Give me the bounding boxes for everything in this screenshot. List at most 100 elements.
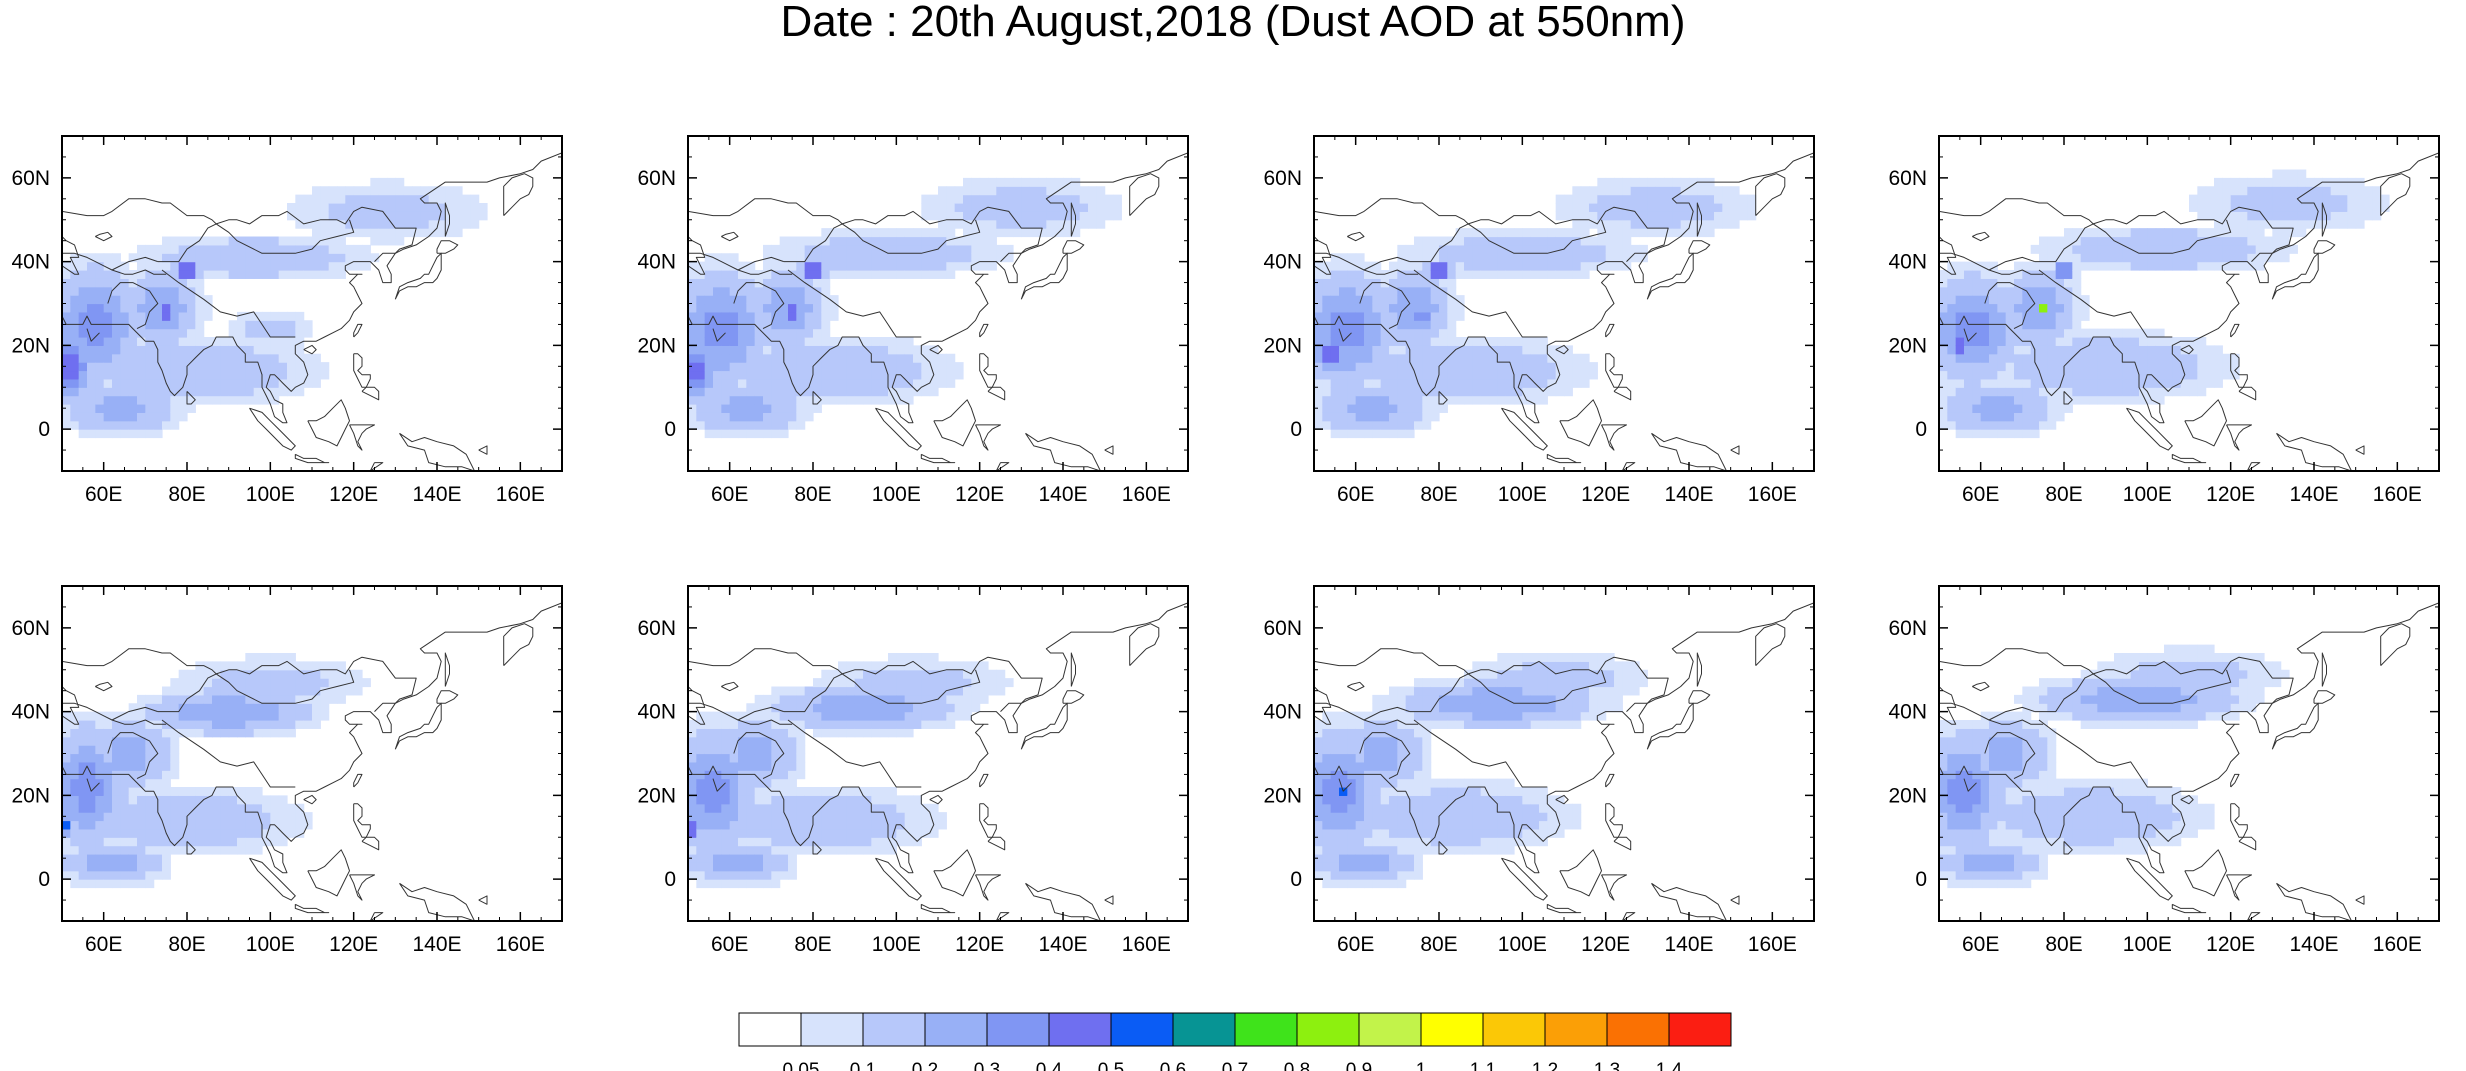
aod-cell xyxy=(829,795,839,805)
aod-cell xyxy=(1088,194,1097,204)
aod-cell xyxy=(2039,270,2048,279)
aod-cell xyxy=(1372,395,1382,405)
aod-cell xyxy=(1489,228,1498,238)
coastline xyxy=(2038,269,2173,338)
aod-cell xyxy=(1664,211,1673,221)
aod-cell xyxy=(821,337,831,346)
aod-cell xyxy=(303,669,313,679)
aod-cell xyxy=(2189,378,2198,388)
aod-cell xyxy=(2105,362,2115,372)
aod-cell xyxy=(195,353,205,363)
coastline xyxy=(2184,399,2227,447)
aod-cell xyxy=(262,653,271,662)
aod-cell xyxy=(2097,261,2107,271)
aod-cell xyxy=(95,845,105,855)
aod-cell xyxy=(713,303,722,313)
aod-cell xyxy=(162,370,171,380)
aod-cell xyxy=(738,387,747,397)
aod-cell xyxy=(195,295,205,305)
aod-cell xyxy=(771,862,781,872)
aod-cell xyxy=(1489,270,1498,279)
aod-cell xyxy=(145,362,155,372)
coastline xyxy=(995,462,1010,471)
aod-cell xyxy=(2064,378,2073,388)
aod-cell xyxy=(2022,362,2032,372)
aod-cell xyxy=(1389,370,1398,380)
aod-cell xyxy=(287,378,296,388)
aod-cell xyxy=(1322,345,1332,355)
aod-cell xyxy=(1589,203,1598,212)
aod-cell xyxy=(2214,186,2223,196)
aod-cell xyxy=(1997,404,2007,413)
aod-cell xyxy=(2039,395,2048,405)
aod-cell xyxy=(2089,253,2098,263)
aod-cell xyxy=(1339,870,1348,880)
aod-cell xyxy=(245,320,255,330)
coastline xyxy=(688,602,1188,874)
aod-cell xyxy=(95,828,105,838)
aod-cell xyxy=(954,661,964,671)
aod-cell xyxy=(846,795,856,805)
aod-cell xyxy=(303,253,313,263)
aod-cell xyxy=(328,194,338,204)
aod-cell xyxy=(203,845,213,855)
aod-cell xyxy=(1004,219,1014,229)
aod-cell xyxy=(2030,311,2040,321)
aod-cell xyxy=(1447,328,1457,338)
aod-cell xyxy=(1947,345,1957,355)
aod-cell xyxy=(70,353,80,363)
aod-cell xyxy=(1964,420,1973,430)
aod-cell xyxy=(1480,236,1490,246)
aod-cell xyxy=(2097,337,2107,346)
aod-cell xyxy=(178,686,188,696)
aod-cell xyxy=(228,678,238,688)
aod-cell xyxy=(1372,295,1382,305)
aod-cell xyxy=(1964,261,1973,271)
coastline xyxy=(979,323,989,338)
aod-cell xyxy=(2222,177,2232,187)
aod-cell xyxy=(1113,203,1122,212)
aod-cell xyxy=(1029,211,1039,221)
aod-cell xyxy=(721,720,731,729)
aod-cell xyxy=(829,669,839,679)
aod-cell xyxy=(788,728,797,738)
aod-cell xyxy=(278,820,288,830)
aod-cell xyxy=(320,370,330,380)
aod-cell xyxy=(112,812,121,822)
aod-cell xyxy=(2055,311,2065,321)
aod-cell xyxy=(2197,387,2207,397)
aod-cell xyxy=(2164,362,2173,372)
aod-cell xyxy=(713,778,722,788)
aod-cell xyxy=(187,828,196,838)
aod-cell xyxy=(796,395,806,405)
aod-cell xyxy=(2255,186,2265,196)
aod-cell xyxy=(1672,219,1682,229)
aod-cell xyxy=(929,353,939,363)
aod-cell xyxy=(1347,404,1357,413)
aod-cell xyxy=(1054,211,1064,221)
aod-cell xyxy=(1964,378,1973,388)
aod-cell xyxy=(1347,311,1357,321)
aod-cell xyxy=(1314,362,1323,372)
coastline xyxy=(1601,424,1627,451)
aod-cell xyxy=(1397,270,1407,279)
aod-cell xyxy=(153,303,163,313)
aod-cell xyxy=(696,828,706,838)
aod-cell xyxy=(763,736,772,746)
aod-cell xyxy=(2222,244,2232,254)
aod-cell xyxy=(112,753,121,763)
aod-cell xyxy=(2072,295,2082,305)
aod-cell xyxy=(788,320,797,330)
aod-cell xyxy=(412,211,421,221)
aod-cell xyxy=(378,219,388,229)
aod-cell xyxy=(2030,337,2040,346)
aod-cell xyxy=(1447,378,1457,388)
aod-cell xyxy=(1955,370,1965,380)
aod-cell xyxy=(1389,337,1398,346)
aod-cell xyxy=(1989,345,1998,355)
aod-cell xyxy=(688,345,697,355)
aod-cell xyxy=(103,812,113,822)
aod-cell xyxy=(954,711,964,721)
aod-cell xyxy=(2047,261,2057,271)
aod-cell xyxy=(1430,261,1440,271)
